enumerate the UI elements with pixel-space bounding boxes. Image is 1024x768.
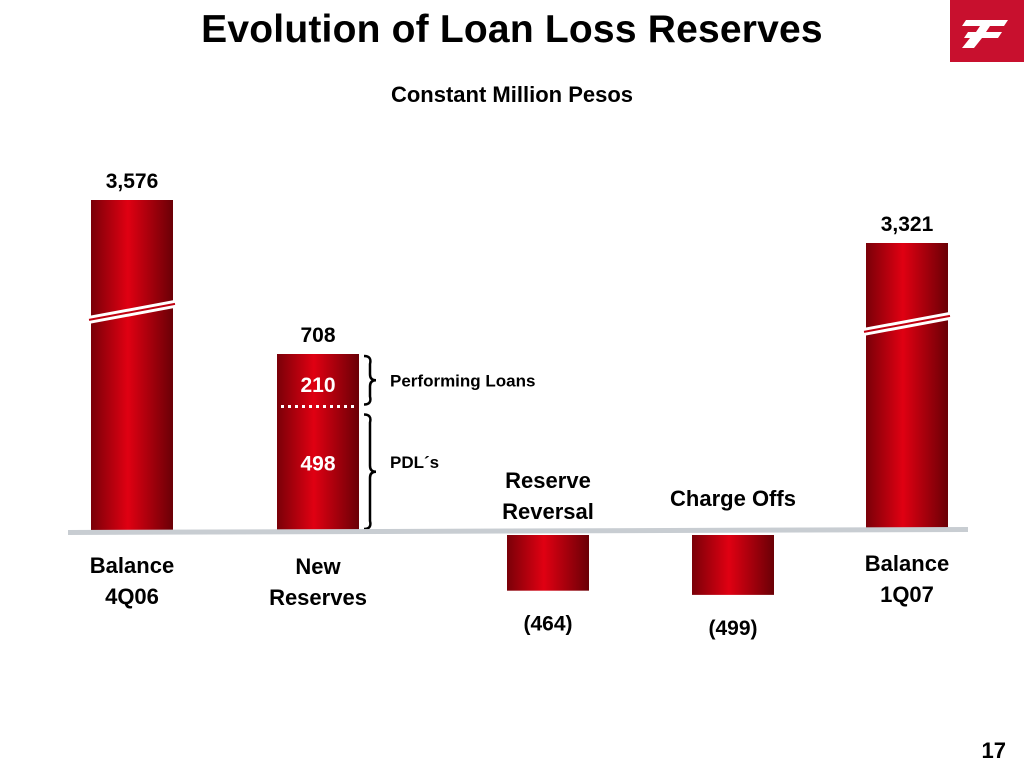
category-label-2-1: Reversal	[502, 499, 594, 524]
axis-break-line-4	[863, 314, 951, 333]
category-label-0-1: 4Q06	[105, 584, 159, 609]
bar-0	[91, 200, 173, 531]
category-label-4-1: 1Q07	[880, 582, 934, 607]
category-label-1-0: New	[295, 554, 341, 579]
category-label-1-1: Reserves	[269, 585, 367, 610]
category-label-2-0: Reserve	[505, 468, 591, 493]
value-label-3: (499)	[708, 617, 757, 640]
category-label-3-0: Charge Offs	[670, 486, 796, 511]
chart-subtitle: Constant Million Pesos	[390, 82, 634, 107]
performing-loans-brace	[363, 354, 377, 406]
bar-3	[692, 535, 774, 595]
category-label-4-0: Balance	[865, 551, 949, 576]
annotation-pdls: PDL´s	[390, 453, 439, 472]
page-title: Evolution of Loan Loss Reserves	[201, 8, 823, 51]
value-label-0: 3,576	[106, 170, 159, 193]
value-label-4: 3,321	[881, 213, 934, 236]
pdls-brace	[363, 413, 377, 531]
axis-break-line-0	[88, 302, 176, 321]
bank-logo-icon	[950, 0, 1024, 62]
page-number: 17	[981, 738, 1006, 763]
annotation-performing-loans: Performing Loans	[390, 371, 535, 390]
bar-2	[507, 535, 589, 591]
bar-4	[866, 243, 948, 531]
bar-1	[277, 354, 359, 531]
category-label-0-0: Balance	[90, 553, 174, 578]
value-label-2: (464)	[523, 613, 572, 636]
breakdown-value-0: 210	[300, 374, 335, 397]
breakdown-value-1: 498	[300, 453, 335, 476]
baseline-axis	[68, 527, 968, 535]
value-label-1: 708	[300, 324, 335, 347]
